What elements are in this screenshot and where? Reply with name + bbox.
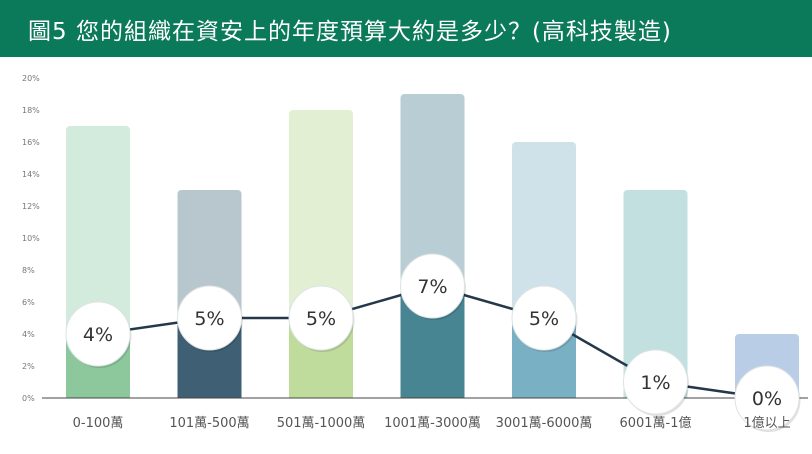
x-category-label: 1001萬-3000萬	[384, 416, 481, 431]
y-tick-label: 16%	[22, 138, 40, 147]
y-tick-label: 20%	[22, 74, 40, 83]
point-marker	[623, 349, 688, 415]
y-tick-label: 2%	[22, 362, 35, 371]
point-marker	[511, 285, 577, 351]
point-marker	[177, 285, 242, 351]
point-value-label: 1%	[640, 372, 670, 394]
title-banner: 圖5 您的組織在資安上的年度預算大約是多少？(高科技製造)	[0, 0, 812, 57]
y-tick-label: 18%	[22, 106, 40, 115]
chart-title: 圖5 您的組織在資安上的年度預算大約是多少？(高科技製造)	[28, 18, 672, 45]
y-tick-label: 0%	[22, 394, 35, 403]
point-value-label: 0%	[752, 388, 782, 410]
point-value-label: 4%	[83, 324, 113, 346]
point-markers: 4% 5% 5% 7% 5% 1% 0%	[65, 253, 801, 432]
point-marker	[65, 301, 131, 367]
point-value-label: 7%	[417, 276, 447, 298]
y-tick-label: 14%	[22, 170, 40, 179]
x-category-label: 0-100萬	[73, 416, 124, 431]
y-tick-label: 4%	[22, 330, 35, 339]
y-tick-label: 8%	[22, 266, 35, 275]
y-tick-label: 6%	[22, 298, 35, 307]
y-tick-label: 10%	[22, 234, 40, 243]
point-value-label: 5%	[194, 308, 224, 330]
x-category-label: 1億以上	[743, 415, 790, 431]
bar	[623, 190, 688, 398]
y-axis-ticks: 0% 2% 4% 6% 8% 10% 12% 14% 16% 18% 20%	[22, 74, 40, 403]
point-value-label: 5%	[306, 308, 336, 330]
point-marker	[288, 285, 354, 351]
point-value-label: 5%	[529, 308, 559, 330]
x-axis-labels: 0-100萬 101萬-500萬 501萬-1000萬 1001萬-3000萬 3001…	[73, 415, 791, 431]
x-category-label: 101萬-500萬	[169, 416, 249, 431]
bars	[66, 94, 799, 398]
y-tick-label: 12%	[22, 202, 40, 211]
x-category-label: 6001萬-1億	[619, 415, 691, 431]
point-marker	[734, 365, 800, 431]
point-marker	[400, 253, 465, 319]
x-category-label: 3001萬-6000萬	[496, 416, 593, 431]
x-category-label: 501萬-1000萬	[277, 416, 366, 431]
